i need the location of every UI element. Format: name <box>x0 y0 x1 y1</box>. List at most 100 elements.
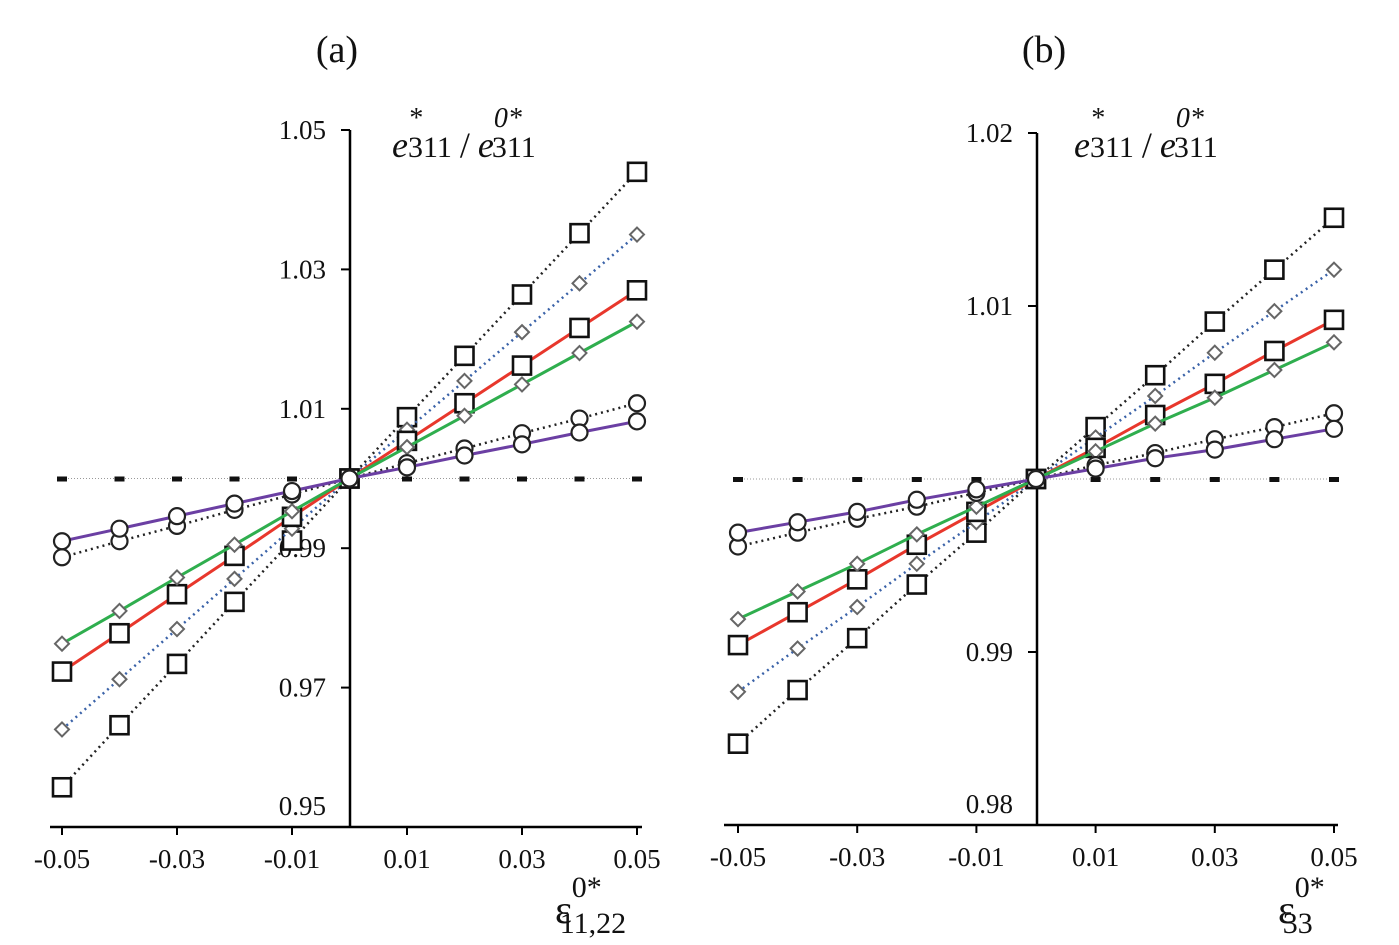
data-point-diamond <box>283 502 301 520</box>
data-point-diamond <box>1206 389 1224 407</box>
data-point-dash <box>792 477 803 482</box>
y-tick-label: 1.02 <box>966 118 1013 148</box>
data-point-diamond <box>168 620 186 638</box>
series-1 <box>727 207 1345 754</box>
data-point-dash <box>114 476 125 482</box>
x-tick-label: -0.03 <box>829 842 885 872</box>
data-point-circle <box>1205 440 1224 459</box>
x-tick-label: 0.05 <box>613 844 660 874</box>
x-axis-label: ε0* 33 <box>1278 871 1325 940</box>
data-point-square <box>727 733 749 754</box>
data-point-diamond <box>789 583 807 600</box>
data-point-square <box>569 317 590 339</box>
y-label-sub: 311 <box>1090 131 1134 164</box>
data-point-circle <box>627 394 647 413</box>
data-point-circle <box>52 548 72 567</box>
data-point-diamond <box>967 498 985 516</box>
data-point-circle <box>570 423 589 442</box>
data-point-diamond <box>1325 333 1343 351</box>
data-point-square <box>787 679 808 701</box>
series-line <box>61 233 638 731</box>
data-point-square <box>51 776 73 798</box>
data-point-diamond <box>111 602 128 620</box>
data-point-dash <box>402 476 412 482</box>
data-point-diamond <box>513 375 531 393</box>
data-point-diamond <box>1146 387 1164 405</box>
y-label-sub2: 311 <box>492 131 536 164</box>
data-point-diamond <box>628 313 646 331</box>
data-point-circle <box>788 513 807 532</box>
data-point-diamond <box>513 323 531 341</box>
y-tick-label: 1.05 <box>279 115 326 145</box>
data-point-square <box>1323 309 1345 331</box>
y-tick-label: 0.99 <box>966 637 1013 667</box>
data-point-diamond <box>226 570 243 588</box>
data-point-square <box>166 653 188 675</box>
data-point-square <box>626 280 648 301</box>
data-point-circle <box>1086 459 1105 478</box>
data-point-square <box>1204 311 1226 332</box>
panel-a: (a)0.950.970.991.011.031.05-0.05 -0.03 -0.… <box>34 29 661 940</box>
data-point-dash <box>1269 477 1280 482</box>
x-label-sub: 33 <box>1283 907 1313 940</box>
data-point-square <box>224 591 245 613</box>
y-tick-label: 1.03 <box>279 254 326 284</box>
y-tick-label: 0.98 <box>966 789 1013 819</box>
y-label-sup2: 0* <box>1176 103 1204 134</box>
y-axis-label: e* 311/e0* 311 <box>392 103 536 165</box>
series-line <box>737 216 1335 745</box>
data-point-diamond <box>729 683 747 701</box>
x-tick-label: 0.01 <box>383 844 430 874</box>
data-point-dash <box>911 477 922 482</box>
data-point-diamond <box>571 274 588 292</box>
y-axis-label: e* 311/e0* 311 <box>1074 103 1218 165</box>
data-point-diamond <box>848 598 866 616</box>
data-point-diamond <box>226 536 243 554</box>
panel-b: (b)0.980.9911.011.02-0.05-0.03-0.010.010… <box>710 29 1358 940</box>
x-label-sup: 0* <box>572 871 602 904</box>
data-point-circle <box>397 458 417 477</box>
x-tick-label: -0.05 <box>710 842 766 872</box>
y-label-sep: / <box>460 125 470 165</box>
y-label-sub: 311 <box>408 131 452 164</box>
data-point-dash <box>852 477 863 482</box>
data-point-circle <box>1324 419 1344 438</box>
data-point-circle <box>110 519 129 538</box>
data-point-dash <box>971 477 982 482</box>
data-point-diamond <box>848 555 866 573</box>
data-point-diamond <box>53 721 71 738</box>
data-point-dash <box>733 477 743 482</box>
data-point-circle <box>167 507 187 526</box>
data-point-diamond <box>789 640 807 657</box>
data-point-circle <box>225 494 244 513</box>
data-point-circle <box>907 490 926 509</box>
y-label-base: e <box>392 125 408 165</box>
x-tick-label: 0.03 <box>1191 842 1238 872</box>
data-point-dash <box>574 476 585 482</box>
data-point-dash <box>459 476 470 482</box>
data-point-square <box>846 627 868 649</box>
x-tick-label: 0.05 <box>1310 842 1357 872</box>
y-tick-label: 1.01 <box>966 291 1013 321</box>
data-point-diamond <box>1265 361 1283 379</box>
data-point-diamond <box>456 372 473 390</box>
data-point-diamond <box>571 344 588 362</box>
data-point-circle <box>340 469 359 488</box>
y-label-sup: * <box>408 103 422 134</box>
data-point-diamond <box>1325 261 1343 279</box>
data-point-circle <box>1026 469 1046 489</box>
data-point-dash <box>1209 477 1220 482</box>
data-point-circle <box>455 446 474 465</box>
data-point-square <box>626 161 648 183</box>
data-point-square <box>906 574 928 595</box>
data-point-diamond <box>729 610 747 628</box>
y-label-base2: e <box>1160 125 1176 165</box>
data-point-circle <box>512 435 532 454</box>
x-axis-label: ε0* 11,22 <box>555 871 626 940</box>
data-point-dash <box>287 476 297 482</box>
data-point-circle <box>728 523 748 542</box>
data-point-circle <box>1146 449 1165 468</box>
data-point-diamond <box>1206 344 1224 362</box>
data-point-diamond <box>53 635 71 653</box>
